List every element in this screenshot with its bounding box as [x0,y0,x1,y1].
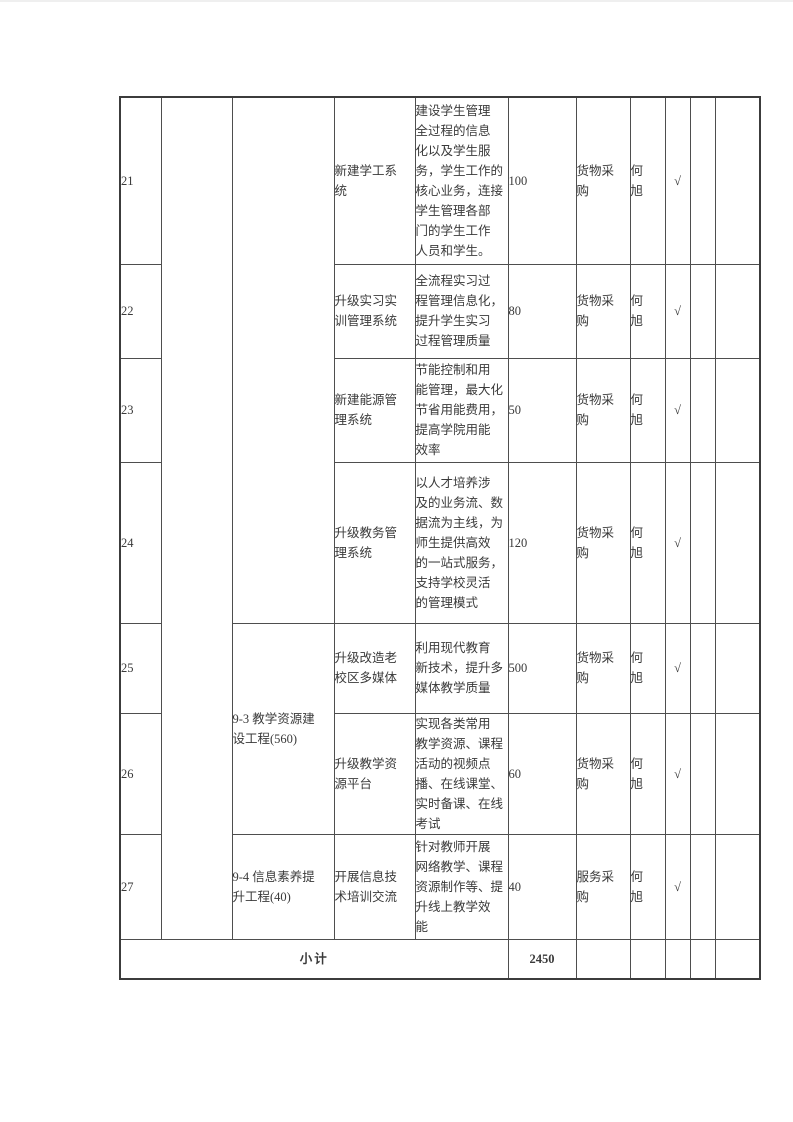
empty-cell [629,938,666,980]
row-number-cell: 27 [119,833,162,940]
amount-cell: 120 [507,461,577,624]
subtotal-label-cell: 小计 [119,938,509,980]
empty-cell [689,357,716,463]
empty-cell [664,938,691,980]
empty-cell [689,263,716,359]
owner-cell: 何 旭 [629,712,666,835]
procurement-type-cell: 货物采 购 [575,712,631,835]
row-number-cell: 21 [119,96,162,265]
empty-cell [714,96,761,265]
empty-cell [689,938,716,980]
page-top-edge [0,0,793,2]
description-cell: 节能控制和用 能管理，最大化 节省用能费用， 提高学院用能 效率 [414,357,509,463]
empty-cell [714,263,761,359]
category-cell-9-3: 9-3 教学资源建 设工程(560) [231,622,335,835]
table-row: 26 升级教学资 源平台 实现各类常用 教学资源、课程 活动的视频点 播、在线课… [119,712,761,835]
table-row: 22 升级实习实 训管理系统 全流程实习过 程管理信息化， 提升学生实习 过程管… [119,263,761,359]
project-name-cell: 新建学工系 统 [333,96,416,265]
category-cell-9-4: 9-4 信息素养提 升工程(40) [231,833,335,940]
subtotal-row: 小计 2450 [119,938,761,980]
empty-cell [689,96,716,265]
amount-cell: 60 [507,712,577,835]
procurement-type-cell: 货物采 购 [575,263,631,359]
procurement-type-cell: 货物采 购 [575,622,631,714]
empty-cell [689,712,716,835]
owner-cell: 何 旭 [629,357,666,463]
empty-cell [714,938,761,980]
row-number-cell: 23 [119,357,162,463]
table-row: 27 9-4 信息素养提 升工程(40) 开展信息技 术培训交流 针对教师开展 … [119,833,761,940]
procurement-type-cell: 货物采 购 [575,96,631,265]
subtotal-amount-cell: 2450 [507,938,577,980]
empty-cell [689,833,716,940]
checkmark-cell: √ [664,357,691,463]
table-row: 25 9-3 教学资源建 设工程(560) 升级改造老 校区多媒体 利用现代教育… [119,622,761,835]
row-number-cell: 25 [119,622,162,714]
checkmark-cell: √ [664,96,691,265]
description-cell: 针对教师开展 网络教学、课程 资源制作等、提 升线上教学效 能 [414,833,509,940]
checkmark-cell: √ [664,712,691,835]
description-cell: 以人才培养涉 及的业务流、数 据流为主线，为 师生提供高效 的一站式服务， 支持… [414,461,509,624]
project-name-cell: 升级教务管 理系统 [333,461,416,624]
row-number-cell: 24 [119,461,162,624]
table-row: 24 升级教务管 理系统 以人才培养涉 及的业务流、数 据流为主线，为 师生提供… [119,461,761,624]
amount-cell: 80 [507,263,577,359]
description-cell: 全流程实习过 程管理信息化， 提升学生实习 过程管理质量 [414,263,509,359]
procurement-type-cell: 货物采 购 [575,357,631,463]
table-row: 23 新建能源管 理系统 节能控制和用 能管理，最大化 节省用能费用， 提高学院… [119,357,761,463]
owner-cell: 何 旭 [629,263,666,359]
description-cell: 利用现代教育 新技术，提升多 媒体教学质量 [414,622,509,714]
empty-cell [714,712,761,835]
amount-cell: 500 [507,622,577,714]
procurement-type-cell: 货物采 购 [575,461,631,624]
empty-cell [714,833,761,940]
empty-cell [714,357,761,463]
empty-cell [714,622,761,714]
procurement-type-cell: 服务采 购 [575,833,631,940]
project-name-cell: 开展信息技 术培训交流 [333,833,416,940]
description-cell: 建设学生管理 全过程的信息 化以及学生服 务，学生工作的 核心业务，连接 学生管… [414,96,509,265]
checkmark-cell: √ [664,263,691,359]
empty-cell [689,622,716,714]
project-name-cell: 升级教学资 源平台 [333,712,416,835]
amount-cell: 50 [507,357,577,463]
owner-cell: 何 旭 [629,461,666,624]
project-name-cell: 升级实习实 训管理系统 [333,263,416,359]
empty-cell [575,938,631,980]
description-cell: 实现各类常用 教学资源、课程 活动的视频点 播、在线课堂、 实时备课、在线 考试 [414,712,509,835]
amount-cell: 100 [507,96,577,265]
empty-cell [714,461,761,624]
empty-cell [689,461,716,624]
checkmark-cell: √ [664,622,691,714]
category-cell-empty [231,96,335,624]
checkmark-cell: √ [664,833,691,940]
project-name-cell: 升级改造老 校区多媒体 [333,622,416,714]
row-number-cell: 22 [119,263,162,359]
owner-cell: 何 旭 [629,833,666,940]
amount-cell: 40 [507,833,577,940]
owner-cell: 何 旭 [629,96,666,265]
checkmark-cell: √ [664,461,691,624]
parent-category-cell [160,96,233,940]
table-row: 21 新建学工系 统 建设学生管理 全过程的信息 化以及学生服 务，学生工作的 … [119,96,761,940]
owner-cell: 何 旭 [629,622,666,714]
budget-table: 21 新建学工系 统 建设学生管理 全过程的信息 化以及学生服 务，学生工作的 … [119,96,761,980]
row-number-cell: 26 [119,712,162,835]
project-name-cell: 新建能源管 理系统 [333,357,416,463]
